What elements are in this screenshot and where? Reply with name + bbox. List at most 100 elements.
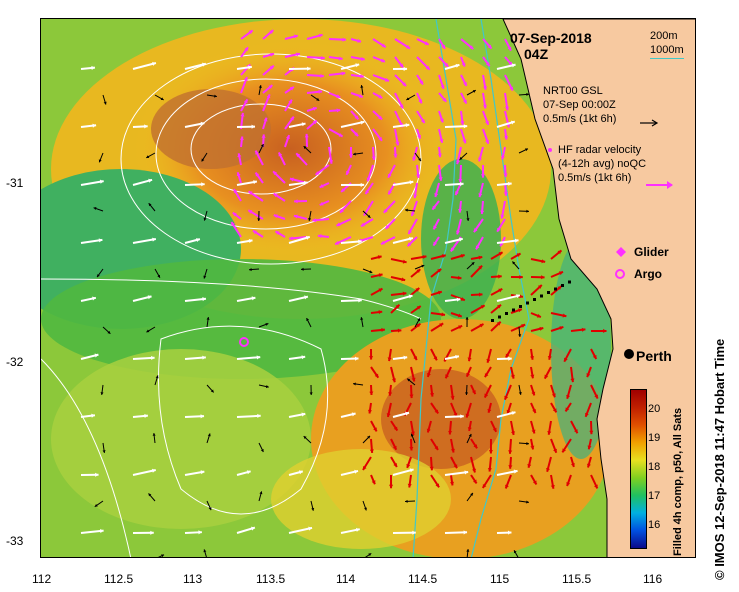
velocity-arrowhead [275, 231, 280, 235]
velocity-arrowhead [160, 97, 164, 101]
velocity-arrowhead [200, 414, 205, 419]
velocity-arrowhead [393, 426, 398, 431]
glider-point [568, 280, 571, 284]
velocity-arrowhead [564, 357, 568, 362]
velocity-arrowhead [411, 377, 416, 382]
velocity-arrowhead [438, 177, 443, 181]
velocity-arrowhead [360, 182, 365, 187]
velocity-arrowhead [360, 74, 364, 79]
velocity-arrowhead [152, 237, 156, 242]
velocity-arrowhead [316, 97, 320, 101]
velocity-arrowhead [355, 63, 360, 68]
velocity-arrowhead [151, 468, 156, 473]
velocity-arrowhead [512, 261, 516, 265]
velocity-arrowhead [301, 267, 304, 271]
velocity-arrowhead [544, 374, 549, 379]
velocity-arrowhead [530, 374, 535, 379]
sst-map[interactable] [40, 18, 696, 558]
velocity-arrowhead [257, 218, 261, 221]
imos-credit: © IMOS 12-Sep-2018 11:47 Hobart Time [712, 338, 727, 580]
velocity-arrowhead [506, 409, 511, 414]
velocity-arrowhead [246, 470, 251, 475]
velocity-arrowhead [317, 234, 322, 239]
velocity-arrowhead [435, 483, 440, 488]
perth-marker[interactable] [624, 349, 634, 359]
velocity-arrowhead [335, 240, 340, 245]
velocity-arrowhead [547, 431, 552, 435]
velocity-arrowhead [240, 112, 245, 117]
velocity-arrowhead [496, 321, 501, 326]
velocity-arrowhead [409, 446, 414, 451]
velocity-arrowhead [441, 254, 446, 259]
velocity-arrowhead [236, 172, 241, 177]
velocity-arrowhead [559, 271, 563, 276]
velocity-arrowhead [455, 160, 460, 165]
velocity-arrowhead [482, 484, 487, 488]
velocity-arrowhead [100, 392, 104, 395]
velocity-arrow [288, 235, 311, 244]
velocity-arrowhead [288, 99, 292, 104]
velocity-arrowhead [408, 294, 413, 299]
velocity-arrowhead [263, 117, 268, 122]
velocity-arrowhead [530, 445, 535, 450]
velocity-arrowhead [401, 277, 406, 282]
velocity-arrowhead [388, 484, 394, 489]
velocity-arrowhead [459, 156, 463, 160]
velocity-arrowhead [148, 203, 152, 207]
velocity-arrow [80, 180, 104, 186]
velocity-arrowhead [510, 431, 516, 435]
velocity-arrowhead [91, 65, 95, 71]
velocity-arrowhead [148, 178, 153, 183]
velocity-arrowhead [362, 465, 367, 470]
velocity-arrowhead [259, 491, 263, 495]
velocity-arrowhead [286, 135, 290, 139]
velocity-arrowhead [416, 174, 421, 179]
x-tick: 115.5 [562, 572, 592, 586]
velocity-arrowhead [485, 62, 490, 67]
velocity-arrowhead [201, 158, 205, 162]
velocity-arrowhead [98, 159, 102, 163]
velocity-arrowhead [248, 238, 253, 243]
velocity-arrow [132, 356, 155, 360]
warm-core [151, 89, 271, 169]
velocity-arrowhead [405, 499, 408, 503]
hf-scale-arrow-icon [646, 181, 673, 189]
gsl-date: 07-Sep 00:00Z [543, 99, 616, 111]
velocity-arrowhead [358, 298, 362, 303]
velocity-arrowhead [298, 470, 303, 475]
velocity-arrowhead [415, 287, 420, 292]
velocity-arrowhead [269, 30, 274, 34]
glider-point [561, 284, 564, 287]
velocity-arrowhead [147, 295, 152, 300]
velocity-arrowhead [419, 80, 423, 85]
velocity-arrowhead [455, 63, 460, 68]
velocity-arrowhead [530, 356, 535, 360]
velocity-arrowhead [459, 181, 464, 187]
glider-icon [616, 247, 626, 257]
velocity-arrowhead [505, 353, 510, 358]
velocity-arrowhead [410, 433, 414, 437]
velocity-arrowhead [442, 97, 447, 102]
velocity-arrowhead [463, 81, 467, 86]
velocity-arrowhead [303, 436, 307, 440]
argo-float-marker[interactable] [239, 337, 249, 347]
velocity-arrowhead [94, 503, 98, 507]
velocity-arrowhead [466, 372, 471, 377]
velocity-arrowhead [402, 82, 407, 87]
velocity-arrowhead [450, 448, 455, 453]
velocity-arrowhead [478, 265, 483, 270]
velocity-arrowhead [144, 124, 148, 129]
glider-point [491, 319, 494, 322]
velocity-arrowhead [378, 310, 383, 315]
velocity-arrowhead [532, 480, 537, 485]
velocity-arrowhead [433, 241, 438, 246]
velocity-arrowhead [526, 500, 529, 504]
velocity-arrowhead [526, 92, 529, 96]
velocity-arrowhead [497, 227, 501, 232]
velocity-arrowhead [473, 228, 478, 233]
velocity-arrowhead [253, 180, 257, 185]
velocity-arrowhead [500, 155, 505, 160]
velocity-arrowhead [507, 46, 512, 51]
velocity-arrowhead [439, 323, 444, 327]
velocity-arrowhead [383, 208, 388, 213]
